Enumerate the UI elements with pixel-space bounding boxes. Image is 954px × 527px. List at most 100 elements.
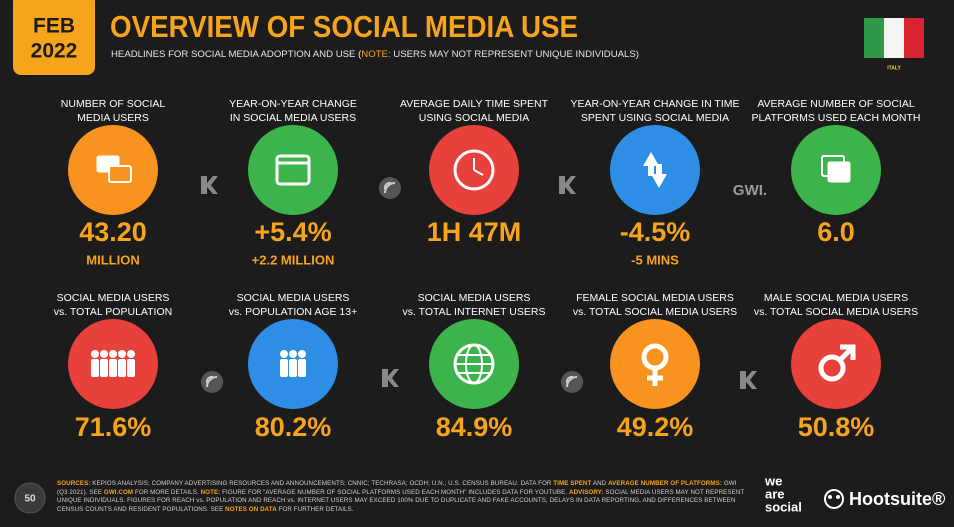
icon-glyph (275, 154, 311, 186)
subtitle-note: NOTE: (361, 49, 390, 59)
logo-part (379, 177, 401, 199)
tile-value: 80.2% (255, 412, 332, 442)
icon-part (109, 350, 117, 358)
tile-label: vs. TOTAL SOCIAL MEDIA USERS (573, 306, 737, 318)
icon-part (298, 350, 306, 358)
tile-label: SOCIAL MEDIA USERS (418, 292, 531, 304)
tile-label: vs. TOTAL SOCIAL MEDIA USERS (754, 306, 918, 318)
tile-circle (791, 319, 881, 409)
tile-label: SOCIAL MEDIA USERS (237, 292, 350, 304)
month: FEB (33, 15, 75, 38)
subtitle-part: HEADLINES FOR SOCIAL MEDIA ADOPTION AND … (111, 49, 361, 59)
logo-part (201, 371, 223, 393)
source-text: GWI.COM (103, 488, 134, 496)
logo-part (201, 176, 218, 194)
sources: SOURCES: KEPIOS ANALYSIS; COMPANY ADVERT… (57, 480, 747, 514)
icon-glyph (453, 343, 495, 385)
brand-line: we (764, 473, 782, 488)
tile-value: 71.6% (75, 412, 152, 442)
source-text: TIME SPENT (553, 480, 592, 487)
source-text: GWI (Q3 2021). SEE (57, 480, 737, 496)
owl-logo (824, 489, 844, 509)
logo-part (383, 181, 396, 194)
icon-part (118, 350, 126, 358)
source-text: KEPIOS ANALYSIS; COMPANY ADVERTISING RES… (90, 480, 554, 487)
logo-part (382, 369, 399, 387)
logo-part (561, 371, 583, 393)
reportal-logo (561, 371, 583, 393)
icon-part (289, 350, 297, 358)
reportal-logo (201, 371, 223, 393)
logo-part (740, 371, 757, 389)
icon-part (108, 165, 132, 183)
source-text: ADVISORY: (569, 488, 604, 496)
icon-part (643, 152, 667, 188)
icon-part (473, 169, 484, 176)
country: ITALY (887, 65, 901, 71)
source-text: NOTES ON DATA (225, 505, 277, 513)
logo-part (559, 176, 576, 194)
logo-part (565, 375, 578, 388)
source-text: AVERAGE NUMBER OF PLATFORMS: (608, 480, 723, 487)
icon-part (100, 350, 108, 358)
tile-sub: -5 MINS (631, 252, 679, 267)
tile-label: vs. TOTAL POPULATION (54, 306, 172, 318)
tile-value: 84.9% (436, 412, 513, 442)
tile-value: 43.20 (79, 217, 147, 247)
tile-sub: MILLION (86, 252, 139, 267)
icon-glyph (643, 152, 667, 188)
tile-value: -4.5% (620, 217, 691, 247)
logo-part (205, 375, 218, 388)
kepios-logo (740, 371, 757, 389)
icon-part (91, 350, 99, 358)
source-text: FOR MORE DETAILS. (133, 488, 201, 496)
icon-part (827, 161, 851, 183)
tile-label: USING SOCIAL MEDIA (419, 112, 529, 124)
brand-hootsuite: Hootsuite® (849, 489, 945, 509)
source-text: NOTE: (200, 488, 221, 496)
kepios-logo (201, 176, 218, 194)
page-number: 50 (24, 494, 36, 505)
subtitle-part: USERS MAY NOT REPRESENT UNIQUE INDIVIDUA… (391, 49, 639, 59)
icon-part (91, 359, 99, 377)
tile-circle (610, 125, 700, 215)
tile-circle (248, 125, 338, 215)
flag (864, 18, 924, 58)
icon-part (298, 359, 306, 377)
brand-line: are (765, 486, 785, 501)
source-text: SOCIAL MEDIA USERS MAY NOT REPRESENT UNI… (57, 488, 745, 513)
tile-label: IN SOCIAL MEDIA USERS (230, 112, 356, 124)
icon-glyph (91, 350, 135, 377)
tile-label: FEMALE SOCIAL MEDIA USERS (576, 292, 734, 304)
icon-part (275, 154, 311, 186)
icon-glyph (453, 149, 495, 191)
icon-part (280, 350, 288, 358)
tile-label: AVERAGE DAILY TIME SPENT (400, 98, 549, 110)
year: 2022 (31, 40, 78, 63)
tile-label: vs. TOTAL INTERNET USERS (403, 306, 546, 318)
icon-glyph (821, 155, 851, 183)
tile-label: PLATFORMS USED EACH MONTH (752, 112, 921, 124)
tile-circle (610, 319, 700, 409)
tile-label: YEAR-ON-YEAR CHANGE IN TIME (571, 98, 740, 110)
source-text: FIGURE FOR "AVERAGE NUMBER OF SOCIAL PLA… (220, 488, 570, 496)
icon-part (453, 149, 495, 191)
icon-part (118, 359, 126, 377)
icon-glyph (96, 155, 132, 183)
tile-value: 1H 47M (427, 217, 522, 247)
source-text: AND (591, 480, 609, 487)
page-badge (14, 482, 46, 514)
tile-value: +5.4% (254, 217, 331, 247)
tile-label: YEAR-ON-YEAR CHANGE (229, 98, 357, 110)
tile-label: NUMBER OF SOCIAL (61, 98, 166, 110)
tile-label: MEDIA USERS (77, 112, 149, 124)
icon-part (838, 347, 853, 362)
kepios-logo (382, 369, 399, 387)
icon-part (840, 344, 856, 360)
icon-glyph (818, 344, 856, 382)
tile-value: 50.8% (798, 412, 875, 442)
tile-value: 6.0 (817, 217, 855, 247)
icon-glyph (641, 343, 669, 386)
